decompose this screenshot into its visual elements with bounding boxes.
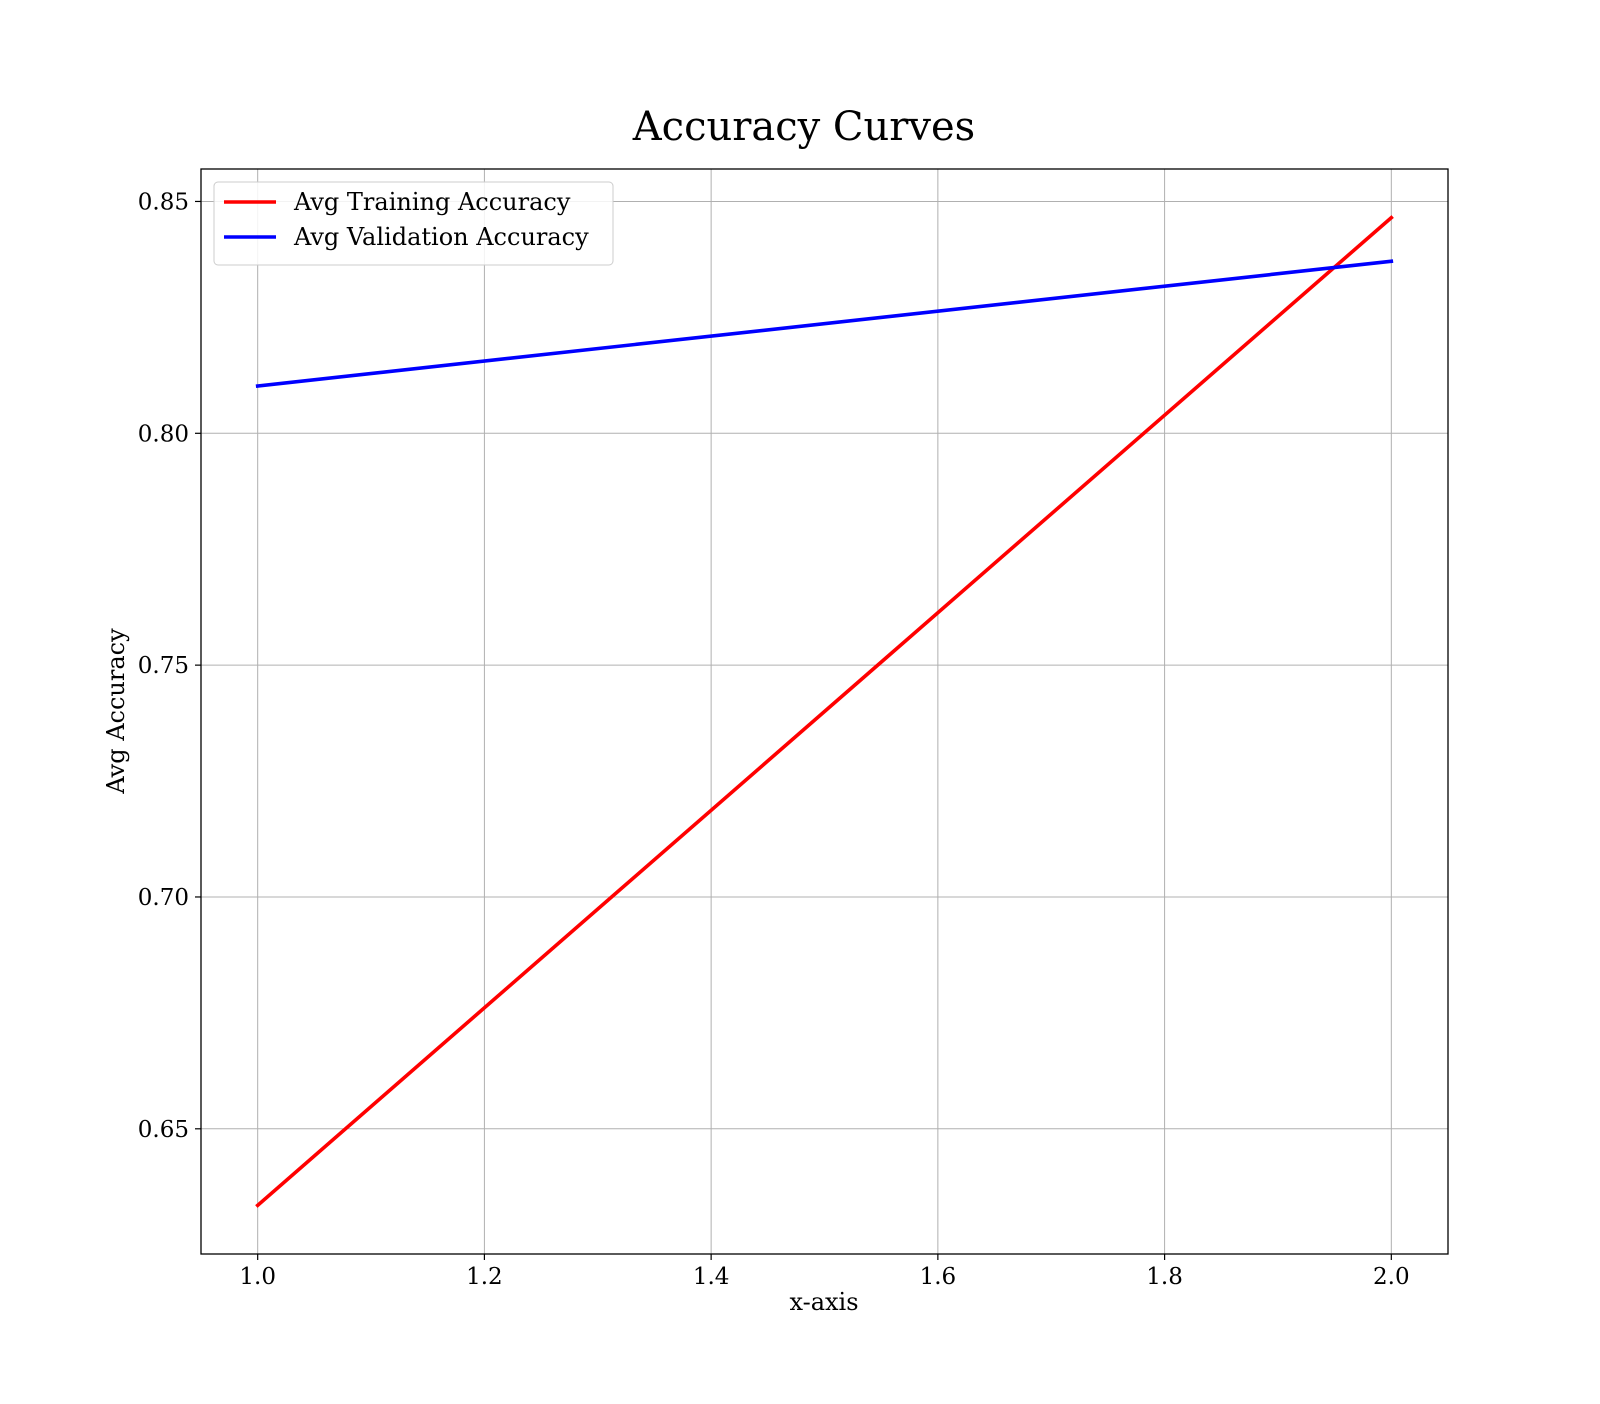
chart-title: Accuracy Curves — [632, 104, 975, 150]
x-axis-label: x-axis — [789, 1288, 858, 1316]
series-line — [255, 215, 1394, 1208]
x-tick-label: 1.6 — [920, 1264, 957, 1290]
y-tick-label: 0.65 — [138, 1117, 189, 1143]
series-line — [255, 259, 1394, 388]
x-tick-label: 1.4 — [693, 1264, 730, 1290]
y-axis-label: Avg Accuracy — [102, 628, 130, 795]
series-lines — [255, 215, 1394, 1208]
legend-label: Avg Training Accuracy — [293, 188, 571, 216]
x-tick-label: 1.0 — [239, 1264, 276, 1290]
y-tick-label: 0.85 — [138, 189, 189, 215]
legend: Avg Training Accuracy Avg Validation Accu… — [213, 181, 614, 266]
legend-label: Avg Validation Accuracy — [293, 223, 589, 251]
x-axis-ticks: 1.0 1.2 1.4 1.6 1.8 2.0 — [239, 1254, 1410, 1290]
legend-box — [213, 181, 614, 266]
y-axis-ticks: 0.65 0.70 0.75 0.80 0.85 — [138, 189, 201, 1143]
y-tick-label: 0.80 — [138, 421, 189, 447]
grid — [201, 169, 1448, 1254]
x-tick-label: 1.8 — [1146, 1264, 1183, 1290]
plot-frame — [200, 168, 1449, 1255]
x-tick-label: 1.2 — [466, 1264, 503, 1290]
y-tick-label: 0.70 — [138, 885, 189, 911]
x-tick-label: 2.0 — [1373, 1264, 1410, 1290]
y-tick-label: 0.75 — [138, 653, 189, 679]
